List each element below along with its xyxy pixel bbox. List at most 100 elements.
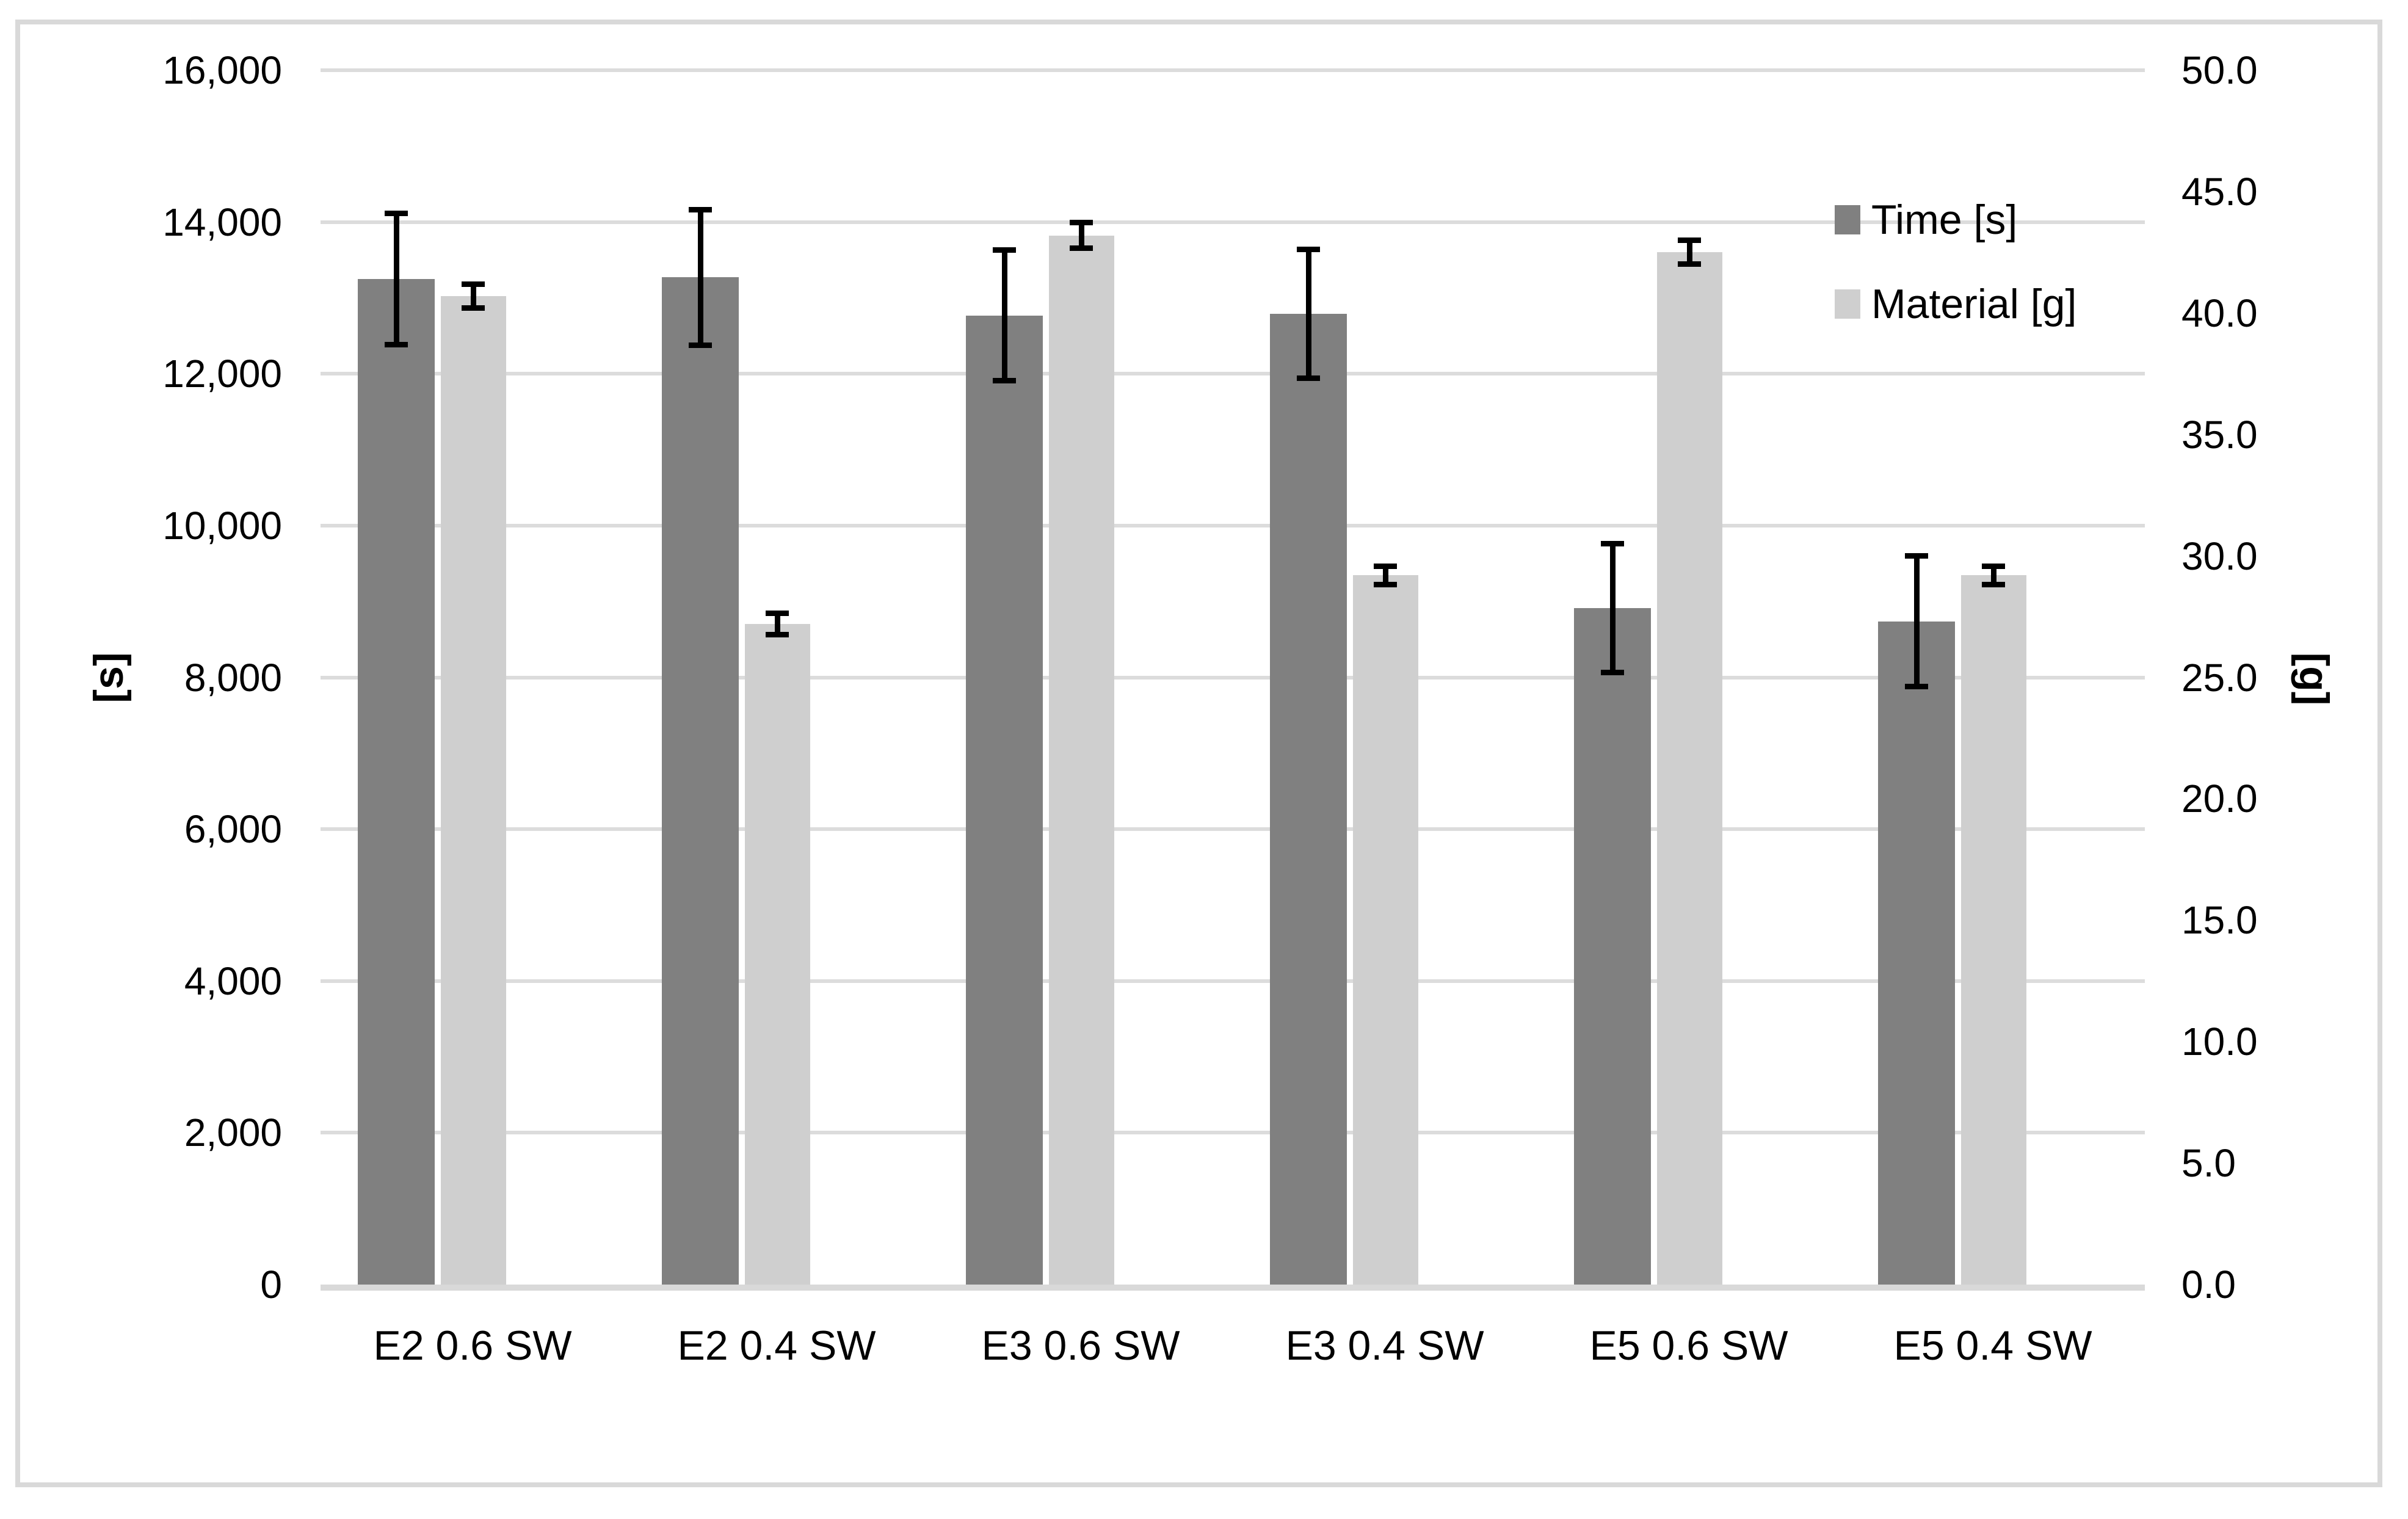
x-axis-category-label: E3 0.4 SW [1285, 1322, 1484, 1369]
time-error-bar [1601, 541, 1624, 676]
error-bar-line [393, 210, 399, 347]
error-bar-line [1382, 563, 1388, 588]
left-axis-tick-label: 0 [260, 1263, 282, 1307]
material-series-swatch-icon [1835, 289, 1860, 319]
material-error-bar [1374, 563, 1397, 588]
material-error-bar [1678, 237, 1701, 267]
gridline [321, 675, 2145, 680]
error-bar-line [470, 281, 476, 311]
error-bar-cap [689, 206, 712, 212]
legend-label-material: Material [g] [1871, 281, 2077, 327]
x-axis-line [321, 1285, 2145, 1291]
error-bar-line [1305, 247, 1311, 382]
x-axis-category-label: E2 0.6 SW [373, 1322, 572, 1369]
error-bar-cap [1905, 553, 1928, 559]
legend-item-time: Time [s] [1835, 192, 2076, 248]
error-bar-cap [1905, 684, 1928, 690]
material-error-bar [1070, 219, 1093, 252]
error-bar-cap [1982, 563, 2005, 569]
right-axis-tick-label: 5.0 [2181, 1141, 2236, 1186]
error-bar-line [697, 206, 703, 348]
material-bar [441, 295, 506, 1285]
error-bar-cap [1070, 245, 1093, 252]
error-bar-line [1913, 553, 1920, 690]
time-error-bar [1905, 553, 1928, 690]
right-axis-tick-label: 0.0 [2181, 1263, 2236, 1307]
error-bar-cap [1374, 582, 1397, 588]
material-error-bar [462, 281, 485, 311]
gridline [321, 827, 2145, 832]
error-bar-line [1990, 563, 1996, 588]
material-error-bar [1982, 563, 2005, 588]
left-axis-tick-label: 16,000 [162, 48, 282, 92]
right-axis-tick-label: 10.0 [2181, 1020, 2258, 1064]
time-error-bar [993, 247, 1016, 384]
error-bar-cap [766, 611, 789, 617]
time-bar [358, 278, 435, 1285]
gridline [321, 979, 2145, 983]
time-bar [1270, 314, 1347, 1285]
gridline [321, 220, 2145, 224]
material-bar [1353, 575, 1418, 1285]
time-bar [966, 315, 1043, 1285]
x-axis-category-label: E2 0.4 SW [677, 1322, 876, 1369]
x-axis-category-label: E5 0.4 SW [1893, 1322, 2092, 1369]
error-bar-cap [1297, 247, 1320, 253]
error-bar-cap [1601, 541, 1624, 547]
right-axis-tick-label: 50.0 [2181, 48, 2258, 92]
time-series-swatch-icon [1835, 205, 1860, 234]
error-bar-cap [1070, 219, 1093, 225]
time-error-bar [1297, 247, 1320, 382]
right-axis-tick-label: 15.0 [2181, 898, 2258, 943]
error-bar-cap [1297, 375, 1320, 382]
left-axis-tick-label: 2,000 [184, 1111, 282, 1155]
error-bar-cap [462, 305, 485, 311]
error-bar-cap [993, 378, 1016, 384]
gridline [321, 523, 2145, 527]
material-bar [745, 623, 810, 1285]
x-axis-category-label: E3 0.6 SW [981, 1322, 1180, 1369]
left-axis-tick-label: 10,000 [162, 503, 282, 548]
gridline [321, 1131, 2145, 1135]
gridline [321, 372, 2145, 376]
error-bar-line [774, 611, 780, 637]
legend-label-time: Time [s] [1871, 197, 2018, 243]
error-bar-cap [1678, 261, 1701, 267]
time-error-bar [689, 206, 712, 348]
right-axis-tick-label: 20.0 [2181, 777, 2258, 821]
error-bar-cap [1678, 237, 1701, 244]
error-bar-cap [689, 342, 712, 348]
right-axis-title: [g] [2291, 652, 2337, 706]
left-axis-tick-label: 8,000 [184, 655, 282, 700]
left-axis-tick-label: 4,000 [184, 959, 282, 1003]
right-axis-tick-label: 45.0 [2181, 169, 2258, 214]
error-bar-cap [766, 631, 789, 637]
left-axis-title: [s] [85, 652, 132, 703]
left-axis-tick-label: 6,000 [184, 807, 282, 852]
error-bar-cap [385, 341, 408, 347]
right-axis-tick-label: 40.0 [2181, 291, 2258, 335]
time-error-bar [385, 210, 408, 347]
material-bar [1657, 252, 1722, 1285]
right-axis-tick-label: 30.0 [2181, 534, 2258, 578]
error-bar-cap [1601, 670, 1624, 676]
error-bar-cap [385, 210, 408, 216]
left-axis-tick-label: 12,000 [162, 352, 282, 396]
error-bar-line [1609, 541, 1616, 676]
legend: Time [s] Material [g] [1835, 192, 2076, 360]
time-bar [1574, 608, 1651, 1285]
error-bar-line [1001, 247, 1007, 384]
error-bar-cap [1374, 563, 1397, 569]
plot-area [321, 68, 2145, 1291]
error-bar-cap [993, 247, 1016, 253]
legend-item-material: Material [g] [1835, 276, 2076, 332]
right-axis-tick-label: 25.0 [2181, 655, 2258, 700]
material-bar [1049, 235, 1114, 1285]
gridline [321, 68, 2145, 72]
error-bar-cap [1982, 582, 2005, 588]
error-bar-line [1078, 219, 1084, 252]
material-error-bar [766, 611, 789, 637]
time-bar [662, 277, 739, 1285]
material-bar [1961, 575, 2026, 1285]
